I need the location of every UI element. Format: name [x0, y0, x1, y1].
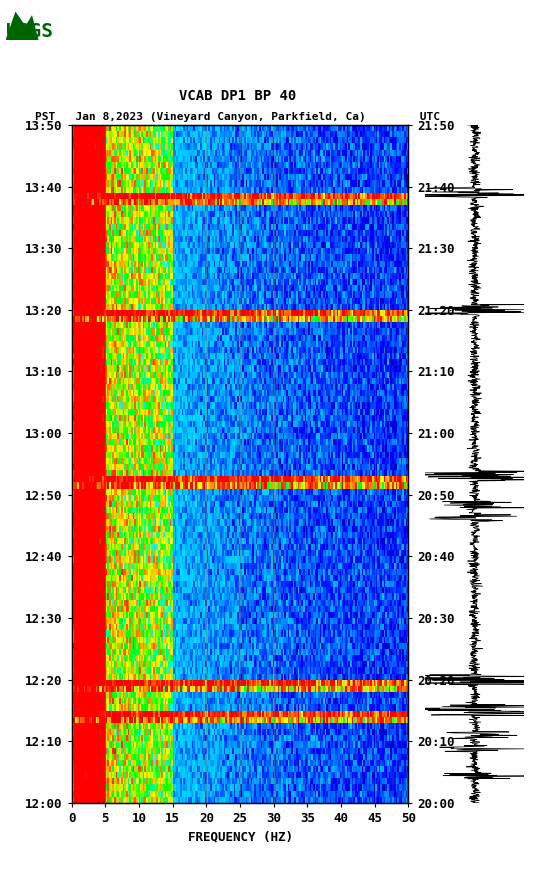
- X-axis label: FREQUENCY (HZ): FREQUENCY (HZ): [188, 830, 293, 843]
- Text: USGS: USGS: [6, 22, 52, 41]
- Polygon shape: [6, 12, 39, 40]
- Text: VCAB DP1 BP 40: VCAB DP1 BP 40: [179, 88, 296, 103]
- Text: PST   Jan 8,2023 (Vineyard Canyon, Parkfield, Ca)        UTC: PST Jan 8,2023 (Vineyard Canyon, Parkfie…: [35, 112, 440, 121]
